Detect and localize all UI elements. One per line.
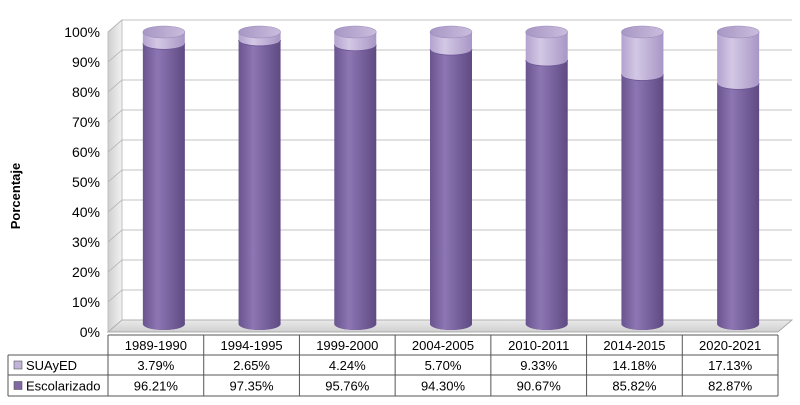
y-tick-label: 60% [72, 144, 100, 160]
data-label: 3.79% [137, 358, 174, 373]
bar-escolarizado [525, 59, 568, 331]
gridline [107, 139, 792, 153]
bar-escolarizado [334, 44, 377, 330]
bar-group [716, 25, 760, 330]
bar-segment-edge [333, 44, 377, 52]
data-table: 1989-1990 1994-1995 1999-2000 2004-2005 2010… [7, 334, 779, 397]
bar-cap [333, 25, 377, 39]
gridlines [107, 19, 792, 333]
gridline [107, 289, 792, 303]
gridline [107, 19, 792, 33]
bar-suayed [238, 32, 281, 46]
data-label: 82.87% [708, 379, 753, 394]
data-label: 14.18% [612, 358, 657, 373]
y-tick-label: 90% [72, 54, 100, 70]
y-axis-label: Porcentaje [8, 163, 23, 229]
bar-cap [142, 25, 186, 39]
y-axis-ticks: 0% 10% 20% 30% 40% 50% 60% 70% 80% 90% 100% [64, 24, 100, 340]
gridline [107, 109, 792, 123]
category-label: 1994-1995 [220, 338, 282, 353]
y-tick-label: 50% [72, 174, 100, 190]
bar-suayed [430, 32, 472, 56]
data-label: 5.70% [425, 358, 462, 373]
bar-escolarizado [142, 43, 185, 330]
legend-swatch [13, 360, 23, 370]
legend-series-name: Escolarizado [26, 379, 100, 394]
legend-series-name: SUAyED [26, 358, 77, 373]
bar-group [238, 25, 281, 330]
bar-escolarizado [430, 49, 472, 330]
bar-escolarizado [717, 83, 760, 330]
bar-segment-edge [716, 83, 760, 90]
bar-segment-edge [142, 43, 186, 50]
data-label: 85.82% [612, 379, 657, 394]
bars [142, 25, 760, 331]
bar-group [429, 25, 473, 330]
y-tick-label: 30% [72, 234, 100, 250]
bar-cap [525, 25, 569, 39]
bar-cap [429, 25, 473, 39]
bar-segment-edge [238, 39, 281, 47]
bar-escolarizado [621, 74, 664, 330]
category-label: 2014-2015 [603, 338, 665, 353]
bar-group [333, 25, 377, 330]
bar-cap [716, 25, 760, 39]
data-label: 90.67% [517, 379, 562, 394]
bar-group [621, 25, 664, 330]
y-tick-label: 70% [72, 114, 100, 130]
y-tick-label: 80% [72, 84, 100, 100]
gridline [107, 49, 792, 63]
data-label: 96.21% [134, 379, 179, 394]
data-label: 4.24% [329, 358, 366, 373]
data-label: 97.35% [230, 379, 275, 394]
gridline [107, 319, 792, 333]
data-label: 94.30% [421, 379, 466, 394]
category-label: 1999-2000 [316, 338, 378, 353]
y-tick-label: 40% [72, 204, 100, 220]
data-label: 9.33% [520, 358, 557, 373]
table-bg [108, 335, 778, 396]
data-label: 17.13% [708, 358, 753, 373]
y-tick-label: 100% [64, 24, 100, 40]
category-label: 1989-1990 [125, 338, 187, 353]
y-tick-label: 10% [72, 294, 100, 310]
data-label: 95.76% [325, 379, 370, 394]
bar-suayed [142, 32, 185, 50]
bar-segment-edge [525, 59, 569, 67]
y-tick-label: 20% [72, 264, 100, 280]
bar-segment-edge [621, 74, 664, 81]
bar-segment-edge [429, 48, 473, 56]
data-label: 2.65% [233, 358, 270, 373]
gridline [107, 229, 792, 243]
bar-suayed [621, 32, 664, 81]
bar-cap [238, 25, 281, 39]
gridline [107, 79, 792, 93]
bar-group [142, 25, 186, 330]
y-tick-label: 0% [80, 324, 100, 340]
bar-group [525, 25, 569, 331]
bar-cap [621, 25, 664, 39]
category-label: 2020-2021 [699, 338, 761, 353]
category-label: 2010-2011 [508, 338, 569, 353]
bar-suayed [334, 32, 377, 51]
gridline [107, 259, 792, 273]
gridline [107, 199, 792, 213]
bar-escolarizado [238, 39, 281, 330]
gridline [107, 169, 792, 183]
bar-suayed [525, 32, 568, 66]
category-label: 2004-2005 [412, 338, 474, 353]
legend-swatch [13, 381, 23, 390]
bar-suayed [717, 32, 760, 90]
